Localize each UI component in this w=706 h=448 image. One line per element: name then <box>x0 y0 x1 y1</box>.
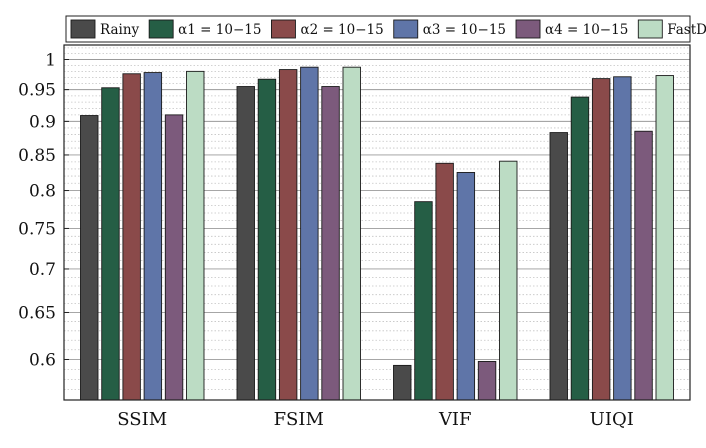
x-tick-label: VIF <box>438 409 472 430</box>
x-axis-labels: SSIM FSIM VIF UIQI <box>117 409 634 430</box>
y-tick-label: 0.85 <box>18 146 56 166</box>
bar <box>393 364 412 401</box>
bar <box>101 87 120 401</box>
legend: Rainy α1 = 10−15 α2 = 10−15 α3 = 10−15 α4 = … <box>65 15 706 43</box>
legend-label: α1 = 10−15 <box>178 22 261 38</box>
legend-label: α4 = 10−15 <box>545 22 628 38</box>
bar <box>300 66 319 401</box>
legend-swatch <box>70 19 96 39</box>
bar <box>435 162 454 401</box>
y-tick-label: 0.65 <box>18 303 56 323</box>
bar <box>549 132 568 401</box>
legend-swatch <box>271 19 296 39</box>
legend-label: FastDeRain <box>667 22 706 38</box>
bars <box>80 66 674 401</box>
bar <box>257 78 277 401</box>
legend-label: α2 = 10−15 <box>300 22 383 38</box>
legend-label: α3 = 10−15 <box>423 22 506 38</box>
legend-swatch <box>148 19 174 39</box>
y-tick-label: 0.8 <box>29 182 56 202</box>
y-tick-label: 0.9 <box>29 112 56 132</box>
x-tick-label: SSIM <box>117 409 167 430</box>
bar <box>278 69 298 401</box>
legend-swatch <box>515 19 541 39</box>
bar <box>655 75 674 401</box>
y-tick-label: 0.95 <box>18 81 56 101</box>
bar <box>591 78 611 401</box>
bar <box>634 130 653 401</box>
bar <box>570 96 590 401</box>
bar <box>80 115 99 401</box>
x-tick-label: FSIM <box>274 409 324 430</box>
y-axis-ticks: 0.6 0.65 0.7 0.75 0.8 0.85 0.9 0.95 1 <box>18 51 69 370</box>
bar <box>122 73 141 401</box>
bar <box>499 160 518 401</box>
y-tick-label: 0.6 <box>29 350 56 370</box>
bar <box>164 114 184 401</box>
bar <box>477 360 497 401</box>
bar <box>186 70 205 401</box>
bar <box>321 86 340 401</box>
bar <box>414 201 433 401</box>
bar <box>342 66 361 401</box>
x-tick-label: UIQI <box>590 409 634 430</box>
y-tick-label: 0.7 <box>29 260 56 280</box>
y-tick-label: 0.75 <box>18 219 56 239</box>
legend-swatch <box>393 19 419 39</box>
bar <box>456 172 476 401</box>
bar <box>613 76 632 401</box>
legend-swatch <box>637 19 663 39</box>
bar <box>236 86 255 401</box>
legend-label: Rainy <box>100 22 140 38</box>
plot-frame <box>63 44 691 401</box>
bar <box>143 72 163 401</box>
y-tick-label: 1 <box>45 51 56 71</box>
